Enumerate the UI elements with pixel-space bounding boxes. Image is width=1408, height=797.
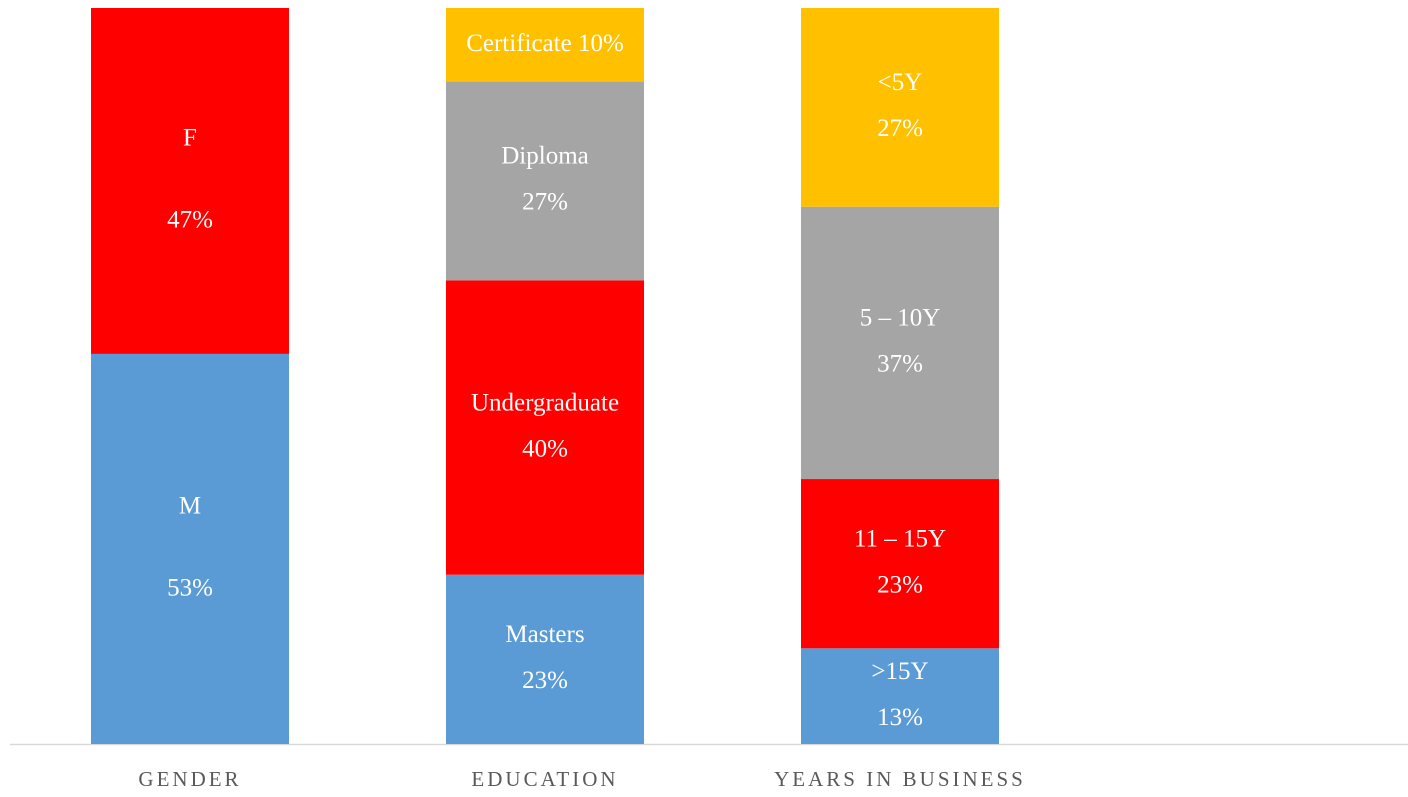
- bar-segment: [91, 353, 289, 744]
- segment-value: 13%: [877, 704, 923, 731]
- segment-name: Diploma: [501, 143, 589, 170]
- segment-label: 5 – 10Y 37%: [860, 305, 941, 378]
- segment-label: <5Y 27%: [877, 69, 923, 142]
- bar-segment: [801, 8, 999, 207]
- segment-name: M: [179, 493, 201, 520]
- segment-label: >15Y 13%: [871, 658, 928, 731]
- bar-segment: [446, 8, 644, 82]
- segment-name: Undergraduate: [471, 389, 619, 416]
- bar-segment: [446, 574, 644, 744]
- segment-name: Masters: [505, 621, 584, 648]
- segment-label: 11 – 15Y 23%: [854, 525, 946, 598]
- segment-label: Masters 23%: [505, 621, 584, 694]
- segment-value: 53%: [167, 575, 213, 602]
- category-label: EDUCATION: [471, 767, 618, 791]
- bar-segment: [446, 280, 644, 575]
- segment-name: Certificate: [466, 30, 572, 57]
- segment-value: 40%: [522, 435, 568, 462]
- segment-value: 47%: [167, 207, 213, 234]
- segment-name: 11 – 15Y: [854, 525, 946, 552]
- segment-value: 37%: [877, 351, 923, 378]
- segment-value: 23%: [877, 571, 923, 598]
- segment-name: >15Y: [871, 658, 928, 685]
- segment-label: M 53%: [167, 493, 213, 602]
- segment-label: Certificate 10%: [466, 30, 624, 57]
- bar-segment: [801, 479, 999, 649]
- segment-value: 27%: [522, 189, 568, 216]
- segment-label: Diploma 27%: [501, 143, 589, 216]
- segment-name: <5Y: [878, 69, 923, 96]
- segment-label: F 47%: [167, 125, 213, 234]
- category-label: YEARS IN BUSINESS: [774, 767, 1026, 791]
- segment-value: 10%: [578, 30, 624, 57]
- segment-name: 5 – 10Y: [860, 305, 941, 332]
- segment-label: Undergraduate 40%: [471, 389, 619, 462]
- bar-segment: [801, 648, 999, 744]
- bar-segment: [91, 8, 289, 354]
- category-label: GENDER: [138, 767, 241, 791]
- segment-value: 27%: [877, 115, 923, 142]
- bar-segment: [446, 81, 644, 281]
- segment-name: F: [183, 125, 197, 152]
- data-label: Certificate 10%: [466, 30, 624, 57]
- segment-value: 23%: [522, 667, 568, 694]
- bar-segment: [801, 206, 999, 480]
